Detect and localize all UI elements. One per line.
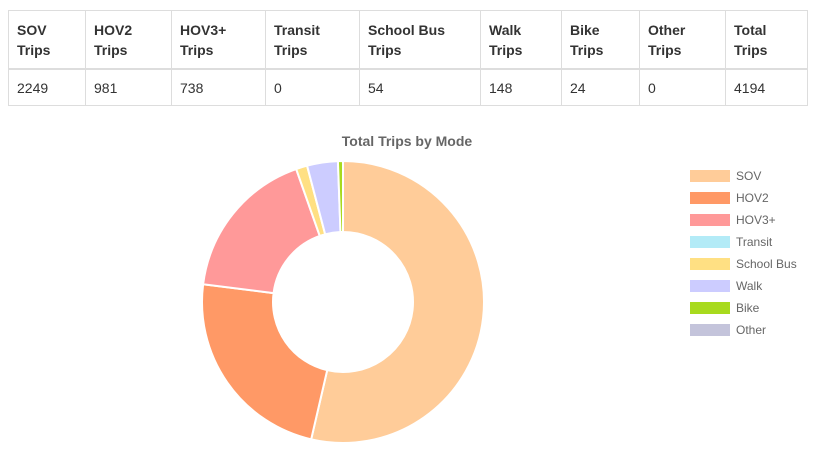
- slice-bike[interactable]: [336, 159, 344, 234]
- table-cell: 2249: [8, 68, 86, 106]
- column-header: Other Trips: [639, 10, 726, 70]
- column-header-line: Trips: [180, 41, 214, 58]
- column-header-line: Walk: [489, 21, 522, 38]
- column-header-line: Trips: [489, 41, 523, 58]
- legend-item[interactable]: SOV: [690, 169, 761, 183]
- column-header-line: HOV2: [94, 21, 133, 38]
- column-header-line: SOV: [17, 21, 47, 38]
- table-header-row: SOV Trips HOV2 Trips HOV3+ Trips Transit Trips S…: [8, 10, 808, 70]
- table-cell: 4194: [725, 68, 808, 106]
- legend-swatch: [690, 214, 730, 226]
- legend-swatch: [690, 324, 730, 336]
- table-cell: 148: [480, 68, 562, 106]
- chart-title: Total Trips by Mode: [342, 133, 473, 149]
- column-header-line: Trips: [734, 41, 768, 58]
- column-header-line: Trips: [274, 41, 308, 58]
- legend-swatch: [690, 302, 730, 314]
- column-header: SOV Trips: [8, 10, 86, 70]
- legend-label: Bike: [736, 301, 760, 315]
- column-header: School Bus Trips: [359, 10, 481, 70]
- legend-label: School Bus: [736, 257, 797, 271]
- legend-item[interactable]: Other: [690, 323, 766, 337]
- column-header-line: Trips: [648, 41, 682, 58]
- table-row: 2249 981 738 0 54 148 24 0 4194: [8, 68, 808, 106]
- donut-slices: [201, 159, 485, 444]
- column-header-line: Bike: [570, 21, 600, 38]
- table-cell: 0: [639, 68, 726, 106]
- column-header-line: Other: [648, 21, 686, 38]
- table-cell: 54: [359, 68, 481, 106]
- legend-label: Walk: [736, 279, 763, 293]
- column-header-line: Trips: [570, 41, 604, 58]
- legend-swatch: [690, 192, 730, 204]
- table-body: 2249 981 738 0 54 148 24 0 4194: [8, 68, 808, 106]
- legend-item[interactable]: HOV3+: [690, 213, 776, 227]
- slice-sov[interactable]: [309, 159, 485, 444]
- slice-hov2[interactable]: [201, 283, 329, 441]
- column-header: HOV3+ Trips: [171, 10, 266, 70]
- table-cell: 0: [265, 68, 360, 106]
- legend-item[interactable]: School Bus: [690, 257, 797, 271]
- chart-legend: SOV HOV2 HOV3+ Transit School Bus Walk Bike Oth…: [690, 169, 797, 337]
- column-header-line: Trips: [368, 41, 402, 58]
- trips-table: SOV Trips HOV2 Trips HOV3+ Trips Transit Trips S…: [8, 10, 808, 106]
- legend-label: HOV3+: [736, 213, 776, 227]
- table-cell: 738: [171, 68, 266, 106]
- column-header-line: Trips: [17, 41, 51, 58]
- column-header: Total Trips: [725, 10, 808, 70]
- column-header-line: Total: [734, 21, 767, 38]
- legend-swatch: [690, 236, 730, 248]
- legend-label: Other: [736, 323, 766, 337]
- column-header-line: HOV3+: [180, 21, 227, 38]
- legend-label: SOV: [736, 169, 761, 183]
- legend-item[interactable]: Walk: [690, 279, 763, 293]
- column-header: HOV2 Trips: [85, 10, 172, 70]
- column-header: Transit Trips: [265, 10, 360, 70]
- legend-label: HOV2: [736, 191, 769, 205]
- legend-item[interactable]: Bike: [690, 301, 760, 315]
- table-cell: 981: [85, 68, 172, 106]
- total-trips-donut-chart: Total Trips by Mode SOVHOV2HOV3+TransitS…: [201, 133, 797, 444]
- column-header-line: Trips: [94, 41, 128, 58]
- legend-swatch: [690, 280, 730, 292]
- legend-item[interactable]: Transit: [690, 235, 773, 249]
- column-header-line: School Bus: [368, 21, 446, 38]
- legend-swatch: [690, 170, 730, 182]
- legend-label: Transit: [736, 235, 773, 249]
- column-header-line: Transit: [274, 21, 320, 38]
- column-header: Walk Trips: [480, 10, 562, 70]
- table-cell: 24: [561, 68, 640, 106]
- column-header: Bike Trips: [561, 10, 640, 70]
- legend-swatch: [690, 258, 730, 270]
- legend-item[interactable]: HOV2: [690, 191, 769, 205]
